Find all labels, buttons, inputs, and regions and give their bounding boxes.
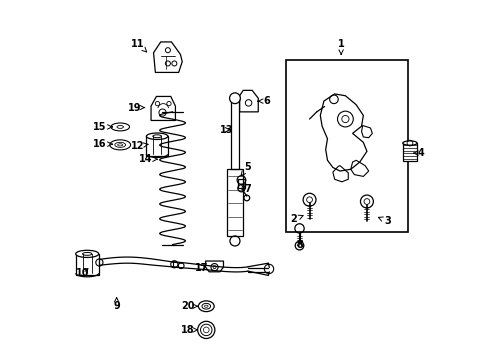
Bar	[231, 99, 239, 169]
Text: 4: 4	[414, 148, 424, 158]
Bar	[147, 136, 168, 156]
Text: 17: 17	[195, 263, 208, 273]
Circle shape	[303, 193, 316, 206]
Ellipse shape	[403, 141, 417, 145]
Text: 11: 11	[131, 39, 147, 52]
Bar	[403, 143, 417, 161]
Text: 1: 1	[338, 39, 344, 54]
Text: 20: 20	[181, 301, 197, 311]
Circle shape	[230, 236, 240, 246]
Circle shape	[197, 321, 215, 338]
Text: 12: 12	[131, 141, 148, 151]
Text: 3: 3	[378, 216, 391, 226]
Text: 14: 14	[139, 154, 158, 164]
Text: 8: 8	[296, 239, 303, 249]
Text: 15: 15	[93, 122, 112, 132]
Ellipse shape	[76, 250, 98, 257]
Ellipse shape	[110, 140, 131, 150]
Text: 9: 9	[113, 298, 120, 311]
Text: 16: 16	[93, 139, 112, 149]
Bar	[238, 179, 245, 188]
Text: 7: 7	[241, 184, 251, 194]
Ellipse shape	[147, 133, 168, 139]
Ellipse shape	[198, 301, 214, 312]
Text: 5: 5	[241, 162, 251, 176]
Text: 2: 2	[291, 215, 303, 224]
Text: 18: 18	[181, 325, 197, 335]
Bar	[227, 169, 243, 236]
Text: 19: 19	[128, 103, 145, 113]
Circle shape	[361, 195, 373, 208]
Ellipse shape	[202, 303, 211, 309]
Text: 13: 13	[220, 125, 233, 135]
Bar	[76, 254, 98, 275]
Circle shape	[230, 93, 240, 104]
Ellipse shape	[115, 142, 125, 147]
Bar	[286, 60, 408, 232]
Text: 6: 6	[258, 96, 270, 106]
Text: 10: 10	[76, 268, 90, 278]
Ellipse shape	[111, 123, 129, 131]
